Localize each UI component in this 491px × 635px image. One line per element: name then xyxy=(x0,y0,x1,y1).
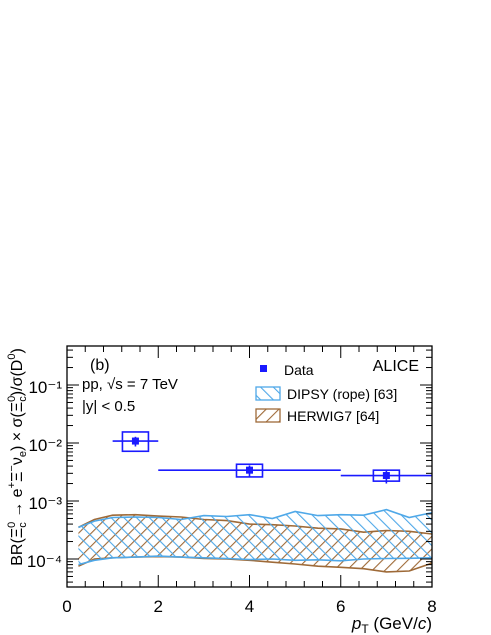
x-tick-label-0: 0 xyxy=(62,597,71,616)
legend-data-marker xyxy=(260,365,267,372)
dipsy-band-fill xyxy=(78,509,432,565)
x-tick-label-8: 8 xyxy=(427,597,436,616)
y-tick-label-1e-4: 10⁻⁴ xyxy=(27,552,62,571)
legend: Data DIPSY (rope) [63] HERWIG7 [64] xyxy=(255,362,397,424)
data-marker-0 xyxy=(131,437,139,445)
data-syserr-box-2 xyxy=(372,469,401,482)
y-tick-label-1e-3: 10⁻³ xyxy=(28,494,62,513)
dipsy-band-lower-edge xyxy=(78,555,432,566)
dipsy-band-upper-edge xyxy=(78,508,432,529)
x-tick-label-6: 6 xyxy=(336,597,345,616)
data-marker-2 xyxy=(382,472,390,480)
data-point-1 xyxy=(158,463,341,478)
y-tick-label-1e-1: 10⁻¹ xyxy=(28,378,62,397)
data-points xyxy=(112,431,432,484)
x-tick-label-4: 4 xyxy=(245,597,254,616)
panel-label: (b) xyxy=(90,357,110,374)
rapidity-label: |y| < 0.5 xyxy=(82,398,135,415)
data-marker-1 xyxy=(246,466,253,474)
data-syserr-box-1 xyxy=(235,463,264,478)
y-tick-label-1e-2: 10⁻² xyxy=(28,436,62,455)
x-axis-title: pT (GeV/c) xyxy=(351,614,432,635)
data-point-0 xyxy=(112,431,159,453)
legend-data-label: Data xyxy=(284,362,314,378)
axis-ticks xyxy=(66,346,433,587)
data-point-2 xyxy=(340,469,432,484)
legend-herwig-label: HERWIG7 [64] xyxy=(287,408,379,424)
experiment-label: ALICE xyxy=(373,358,419,375)
legend-dipsy-swatch xyxy=(255,386,281,401)
system-label: pp, √s = 7 TeV xyxy=(82,376,178,393)
legend-herwig-swatch xyxy=(255,408,281,423)
y-axis-title: BR(Ξ0c → e+Ξ−νe) × σ(Ξ0c)/σ(D0) xyxy=(6,348,29,566)
model-bands xyxy=(78,508,432,573)
x-tick-label-2: 2 xyxy=(154,597,163,616)
data-syserr-box-0 xyxy=(121,431,150,453)
legend-dipsy-label: DIPSY (rope) [63] xyxy=(287,386,397,402)
